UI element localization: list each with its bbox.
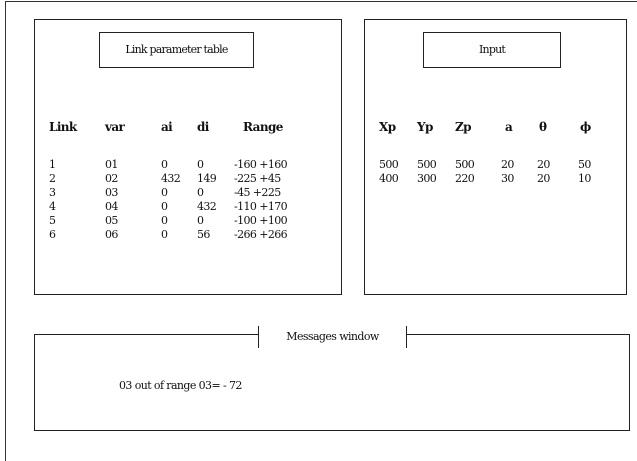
- input-row-1-zp: 500: [455, 158, 475, 171]
- link-header-di: di: [197, 120, 209, 134]
- messages-title-label: Messages window: [286, 330, 379, 343]
- input-panel: Input Xp Yp Zp a θ ϕ 500 500 500 20 20 5…: [364, 19, 627, 295]
- messages-title-left-bar: [258, 326, 259, 348]
- link-row-6-var: 06: [105, 228, 118, 241]
- input-row-2-theta: 20: [537, 172, 550, 185]
- link-row-2-var: 02: [105, 172, 118, 185]
- message-text: 03 out of range 03= - 72: [119, 379, 242, 392]
- input-header-phi: ϕ: [580, 120, 591, 134]
- link-header-link: Link: [49, 120, 77, 134]
- link-row-6-link: 6: [49, 228, 56, 241]
- link-row-5-link: 5: [49, 214, 56, 227]
- link-row-6-di: 56: [197, 228, 210, 241]
- link-header-ai: ai: [161, 120, 173, 134]
- link-row-5-range: -100 +100: [234, 214, 288, 227]
- link-header-var: var: [105, 120, 125, 134]
- input-header-a: a: [505, 120, 513, 134]
- window-frame-left: [5, 1, 6, 461]
- input-title: Input: [423, 32, 561, 68]
- messages-title-right-bar: [406, 326, 407, 348]
- link-row-2-di: 149: [197, 172, 217, 185]
- link-row-6-ai: 0: [161, 228, 168, 241]
- link-header-range: Range: [243, 120, 283, 134]
- link-row-1-var: 01: [105, 158, 118, 171]
- input-row-1-yp: 500: [417, 158, 437, 171]
- link-row-3-di: 0: [197, 186, 204, 199]
- input-row-1-a: 20: [501, 158, 514, 171]
- link-row-2-ai: 432: [161, 172, 181, 185]
- link-row-4-range: -110 +170: [234, 200, 288, 213]
- input-row-2-yp: 300: [417, 172, 437, 185]
- input-row-2-a: 30: [501, 172, 514, 185]
- link-row-1-di: 0: [197, 158, 204, 171]
- link-row-3-range: -45 +225: [234, 186, 281, 199]
- link-row-5-var: 05: [105, 214, 118, 227]
- link-row-2-link: 2: [49, 172, 56, 185]
- window-frame-top: [5, 1, 637, 2]
- link-row-5-di: 0: [197, 214, 204, 227]
- link-parameter-title: Link parameter table: [99, 32, 254, 68]
- link-row-3-var: 03: [105, 186, 118, 199]
- input-row-1-xp: 500: [379, 158, 399, 171]
- link-row-3-ai: 0: [161, 186, 168, 199]
- input-row-2-phi: 10: [578, 172, 591, 185]
- link-row-1-ai: 0: [161, 158, 168, 171]
- link-row-4-var: 04: [105, 200, 118, 213]
- input-header-yp: Yp: [417, 120, 433, 134]
- link-row-4-link: 4: [49, 200, 56, 213]
- input-header-theta: θ: [539, 120, 547, 134]
- link-row-5-ai: 0: [161, 214, 168, 227]
- link-row-4-ai: 0: [161, 200, 168, 213]
- messages-panel: 03 out of range 03= - 72: [34, 334, 630, 431]
- link-row-1-link: 1: [49, 158, 56, 171]
- input-row-1-theta: 20: [537, 158, 550, 171]
- input-header-zp: Zp: [455, 120, 472, 134]
- input-row-1-phi: 50: [578, 158, 591, 171]
- link-row-1-range: -160 +160: [234, 158, 288, 171]
- input-row-2-xp: 400: [379, 172, 399, 185]
- link-row-4-di: 432: [197, 200, 217, 213]
- link-parameter-panel: Link parameter table Link var ai di Rang…: [34, 19, 342, 295]
- link-row-6-range: -266 +266: [234, 228, 288, 241]
- messages-title: Messages window: [258, 326, 407, 348]
- input-header-xp: Xp: [379, 120, 396, 134]
- link-row-3-link: 3: [49, 186, 56, 199]
- input-row-2-zp: 220: [455, 172, 475, 185]
- link-row-2-range: -225 +45: [234, 172, 281, 185]
